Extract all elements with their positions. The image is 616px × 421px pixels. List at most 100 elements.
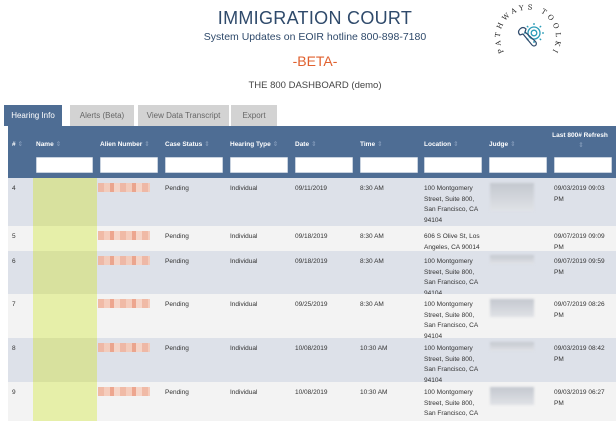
alien-number-redacted — [98, 183, 150, 192]
hearing-date: 09/18/2019 — [295, 258, 328, 265]
last-refresh: 09/03/2019 09:03 PM — [554, 185, 605, 203]
tab-alerts[interactable]: Alerts (Beta) — [70, 105, 134, 126]
case-status: Pending — [165, 301, 189, 308]
filter-judge-input[interactable] — [489, 157, 547, 173]
sort-icon: ⇕ — [453, 141, 459, 148]
name-cell-redacted — [33, 226, 97, 251]
filter-time-input[interactable] — [360, 157, 418, 173]
tab-export[interactable]: Export — [231, 105, 277, 126]
location: 606 S Olive St, Los Angeles, CA 90014 — [424, 233, 480, 251]
hearing-date: 09/18/2019 — [295, 233, 328, 240]
case-status: Pending — [165, 185, 189, 192]
row-number: 5 — [12, 233, 16, 240]
filter-date-input[interactable] — [295, 157, 353, 173]
hearing-time: 8:30 AM — [360, 185, 384, 192]
column-header-number[interactable]: # ⇕ — [12, 141, 24, 148]
column-header-case-status[interactable]: Case Status ⇕ — [165, 141, 210, 148]
sort-icon: ⇕ — [578, 142, 584, 149]
last-refresh: 09/03/2019 08:42 PM — [554, 345, 605, 363]
judge-redacted — [490, 387, 534, 405]
hearing-type: Individual — [230, 258, 258, 265]
hotline-subtitle: System Updates on EOIR hotline 800-898-7… — [203, 31, 427, 43]
alien-number-redacted — [98, 343, 150, 352]
case-status: Pending — [165, 345, 189, 352]
table-row[interactable]: 9 Pending Individual 10/08/2019 10:30 AM… — [8, 382, 616, 421]
column-header-judge[interactable]: Judge ⇕ — [489, 141, 516, 148]
judge-redacted — [490, 255, 534, 264]
alien-number-redacted — [98, 256, 150, 265]
name-cell-redacted — [33, 338, 97, 382]
tab-view-data-transcript[interactable]: View Data Transcript — [138, 105, 229, 126]
location: 100 Montgomery Street, Suite 800, San Fran… — [424, 301, 479, 340]
name-cell-redacted — [33, 251, 97, 294]
sort-icon: ⇕ — [377, 141, 383, 148]
sort-icon: ⇕ — [17, 141, 24, 148]
alien-number-redacted — [98, 387, 150, 396]
row-number: 8 — [12, 345, 16, 352]
row-number: 7 — [12, 301, 16, 308]
filter-location-input[interactable] — [424, 157, 482, 173]
sort-icon: ⇕ — [311, 141, 317, 148]
filter-last-refresh-input[interactable] — [554, 157, 612, 173]
column-header-time[interactable]: Time ⇕ — [360, 141, 383, 148]
sort-icon: ⇕ — [510, 141, 516, 148]
judge-redacted — [490, 183, 534, 211]
hearing-time: 8:30 AM — [360, 258, 384, 265]
sort-icon: ⇕ — [55, 141, 62, 148]
case-status: Pending — [165, 258, 189, 265]
sort-icon: ⇕ — [272, 141, 279, 148]
table-header: # ⇕ Name ⇕ Alien Number ⇕ Case Status ⇕ Hear… — [8, 126, 616, 178]
column-header-alien-number[interactable]: Alien Number ⇕ — [100, 141, 150, 148]
hearing-date: 10/08/2019 — [295, 389, 328, 396]
location: 100 Montgomery Street, Suite 800, San Fran… — [424, 185, 479, 224]
hearing-date: 09/11/2019 — [295, 185, 328, 192]
page-title: IMMIGRATION COURT — [217, 8, 413, 28]
alien-number-redacted — [98, 231, 150, 240]
hearing-time: 8:30 AM — [360, 233, 384, 240]
location: 100 Montgomery Street, Suite 800, San Fran… — [424, 258, 479, 297]
filter-case-status-input[interactable] — [165, 157, 223, 173]
filter-hearing-type-input[interactable] — [230, 157, 288, 173]
wrench-gear-icon: PATHWAYS TOOLKIT — [486, 0, 559, 57]
sort-icon: ⇕ — [204, 141, 210, 148]
hearing-time: 10:30 AM — [360, 389, 388, 396]
tab-hearing-info[interactable]: Hearing Info — [4, 105, 62, 126]
last-refresh: 09/03/2019 06:27 PM — [554, 389, 605, 407]
hearing-type: Individual — [230, 185, 258, 192]
hearing-type: Individual — [230, 389, 258, 396]
case-status: Pending — [165, 389, 189, 396]
sort-icon: ⇕ — [144, 141, 150, 148]
column-header-location[interactable]: Location ⇕ — [424, 141, 459, 148]
beta-label: -BETA- — [292, 53, 338, 69]
column-header-last-refresh[interactable]: Last 800# Refresh ⇕ — [552, 132, 608, 149]
hearing-type: Individual — [230, 345, 258, 352]
table-row[interactable]: 8 Pending Individual 10/08/2019 10:30 AM… — [8, 338, 616, 384]
hearing-type: Individual — [230, 233, 258, 240]
hearing-type: Individual — [230, 301, 258, 308]
judge-redacted — [490, 342, 534, 351]
dashboard-title: THE 800 DASHBOARD (demo) — [248, 80, 382, 91]
table-row[interactable]: 5 Pending Individual 09/18/2019 8:30 AM … — [8, 226, 616, 251]
filter-alien-number-input[interactable] — [100, 157, 158, 173]
table-row[interactable]: 7 Pending Individual 09/25/2019 8:30 AM … — [8, 294, 616, 340]
case-status: Pending — [165, 233, 189, 240]
hearing-date: 10/08/2019 — [295, 345, 328, 352]
pathways-toolkit-logo: PATHWAYS TOOLKIT — [486, 0, 570, 72]
row-number: 6 — [12, 258, 16, 265]
page-header: IMMIGRATION COURT System Updates on EOIR… — [0, 0, 616, 100]
hearing-table: # ⇕ Name ⇕ Alien Number ⇕ Case Status ⇕ Hear… — [8, 126, 616, 421]
hearing-time: 10:30 AM — [360, 345, 388, 352]
name-cell-redacted — [33, 178, 97, 226]
column-header-name[interactable]: Name ⇕ — [36, 141, 62, 148]
judge-redacted — [490, 299, 534, 317]
row-number: 9 — [12, 389, 16, 396]
filter-name-input[interactable] — [36, 157, 93, 173]
last-refresh: 09/07/2019 08:26 PM — [554, 301, 605, 319]
table-row[interactable]: 4 Pending Individual 09/11/2019 8:30 AM … — [8, 178, 616, 226]
name-cell-redacted — [33, 382, 97, 421]
last-refresh: 09/07/2019 09:09 PM — [554, 233, 605, 251]
column-header-hearing-type[interactable]: Hearing Type ⇕ — [230, 141, 279, 148]
table-row[interactable]: 6 Pending Individual 09/18/2019 8:30 AM … — [8, 251, 616, 297]
column-header-date[interactable]: Date ⇕ — [295, 141, 317, 148]
location: 100 Montgomery Street, Suite 800, San Fran… — [424, 345, 479, 384]
